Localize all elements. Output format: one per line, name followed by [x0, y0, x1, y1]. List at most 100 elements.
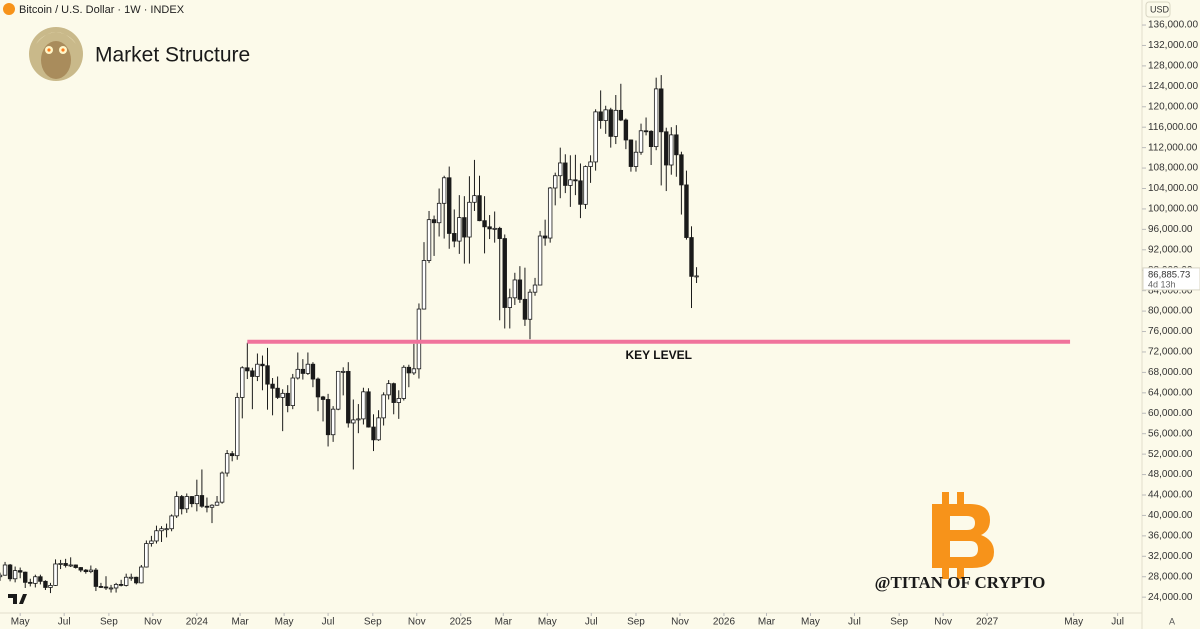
candle-body [507, 297, 512, 308]
candle-body [265, 365, 270, 385]
y-tick-label: 76,000.00 [1148, 326, 1193, 337]
candle-body [638, 130, 644, 153]
candle-body [583, 166, 588, 205]
candle-body [229, 453, 235, 457]
candle-body [320, 396, 326, 400]
candle-body [411, 368, 417, 374]
candle-body [169, 515, 174, 530]
candle-body [245, 367, 250, 372]
y-tick-label: 24,000.00 [1148, 592, 1193, 603]
candle-body [593, 111, 598, 163]
candle-body [219, 472, 225, 503]
candle-body [376, 417, 381, 441]
candle-body [527, 291, 533, 320]
candle-body [330, 408, 336, 436]
currency[interactable]: USD [1150, 4, 1170, 14]
candle-body [33, 576, 38, 584]
candle-body [558, 162, 563, 177]
x-tick-label: Sep [890, 617, 908, 628]
candle-body [623, 119, 629, 141]
y-tick-label: 64,000.00 [1148, 387, 1193, 398]
candle-body [154, 530, 159, 542]
bitcoin-logo [932, 492, 994, 579]
candle-body [436, 202, 442, 224]
y-tick-label: 56,000.00 [1148, 428, 1193, 439]
candle-body [68, 564, 73, 567]
x-tick-label: 2024 [186, 617, 209, 628]
candle-body [23, 571, 28, 583]
y-tick-label: 52,000.00 [1148, 449, 1193, 460]
candle-body [43, 580, 48, 588]
candle-body [78, 567, 83, 571]
candle-body [144, 543, 149, 568]
candle-body [542, 235, 548, 239]
candle-body [53, 563, 58, 586]
candle-body [113, 583, 119, 589]
candle-body [139, 566, 144, 584]
x-tick-label: Nov [144, 617, 162, 628]
y-tick-label: 80,000.00 [1148, 306, 1193, 317]
y-tick-label: 128,000.00 [1148, 61, 1198, 72]
y-tick-label: 120,000.00 [1148, 101, 1198, 112]
candle-body [628, 139, 634, 167]
y-tick-label: 100,000.00 [1148, 204, 1198, 215]
candle-body [346, 370, 351, 424]
candle-body [199, 495, 205, 507]
tradingview-logo[interactable] [8, 594, 27, 604]
candle-body [689, 237, 694, 277]
candle-body [431, 219, 437, 224]
candle-body [648, 130, 654, 148]
candle-body [613, 109, 618, 137]
candle-body [270, 383, 275, 389]
candle-body [563, 162, 568, 186]
x-tick-label: Nov [408, 617, 426, 628]
candle-body [497, 227, 502, 239]
y-tick-label: 136,000.00 [1148, 20, 1198, 31]
candle-body [38, 576, 43, 582]
candle-body [240, 367, 245, 398]
key-level-label: KEY LEVEL [625, 348, 691, 362]
y-tick-label: 48,000.00 [1148, 469, 1193, 480]
auto-scale-button[interactable]: A [1169, 616, 1175, 626]
candle-body [492, 227, 497, 230]
y-tick-label: 132,000.00 [1148, 40, 1198, 51]
candle-body [204, 505, 210, 508]
candle-body [426, 219, 432, 261]
candle-body [502, 238, 507, 308]
candle-body [12, 570, 18, 580]
candle-body [159, 528, 164, 532]
last-price-box [1142, 267, 1200, 291]
candle-body [98, 586, 104, 588]
candle-body [573, 179, 578, 182]
x-tick-label: May [538, 617, 557, 628]
y-tick-label: 36,000.00 [1148, 531, 1193, 542]
symbol: Bitcoin / U.S. Dollar · 1W · INDEX [19, 4, 185, 16]
candle-body [441, 177, 447, 204]
candle-body [643, 130, 649, 133]
x-tick-label: Jul [58, 617, 71, 628]
currency-box[interactable] [1145, 1, 1171, 18]
candle-body [48, 585, 53, 588]
y-tick-label: 60,000.00 [1148, 408, 1193, 419]
candle-body [694, 275, 699, 278]
x-tick-label: 2027 [976, 617, 999, 628]
candle-body [235, 397, 240, 457]
candle-body [553, 175, 558, 189]
candle-body [93, 569, 99, 587]
candle-body [669, 134, 674, 166]
candle-body [664, 131, 669, 166]
x-tick-label: Nov [671, 617, 689, 628]
candle-body [659, 88, 664, 133]
candle-body [608, 109, 613, 137]
y-tick-label: 96,000.00 [1148, 224, 1193, 235]
candle-body [290, 377, 295, 407]
candle-body [537, 235, 543, 286]
candle-body [341, 370, 346, 373]
y-tick-label: 104,000.00 [1148, 183, 1198, 194]
candle-body [88, 569, 94, 573]
candle-body [58, 563, 63, 565]
candle-body [391, 383, 396, 403]
